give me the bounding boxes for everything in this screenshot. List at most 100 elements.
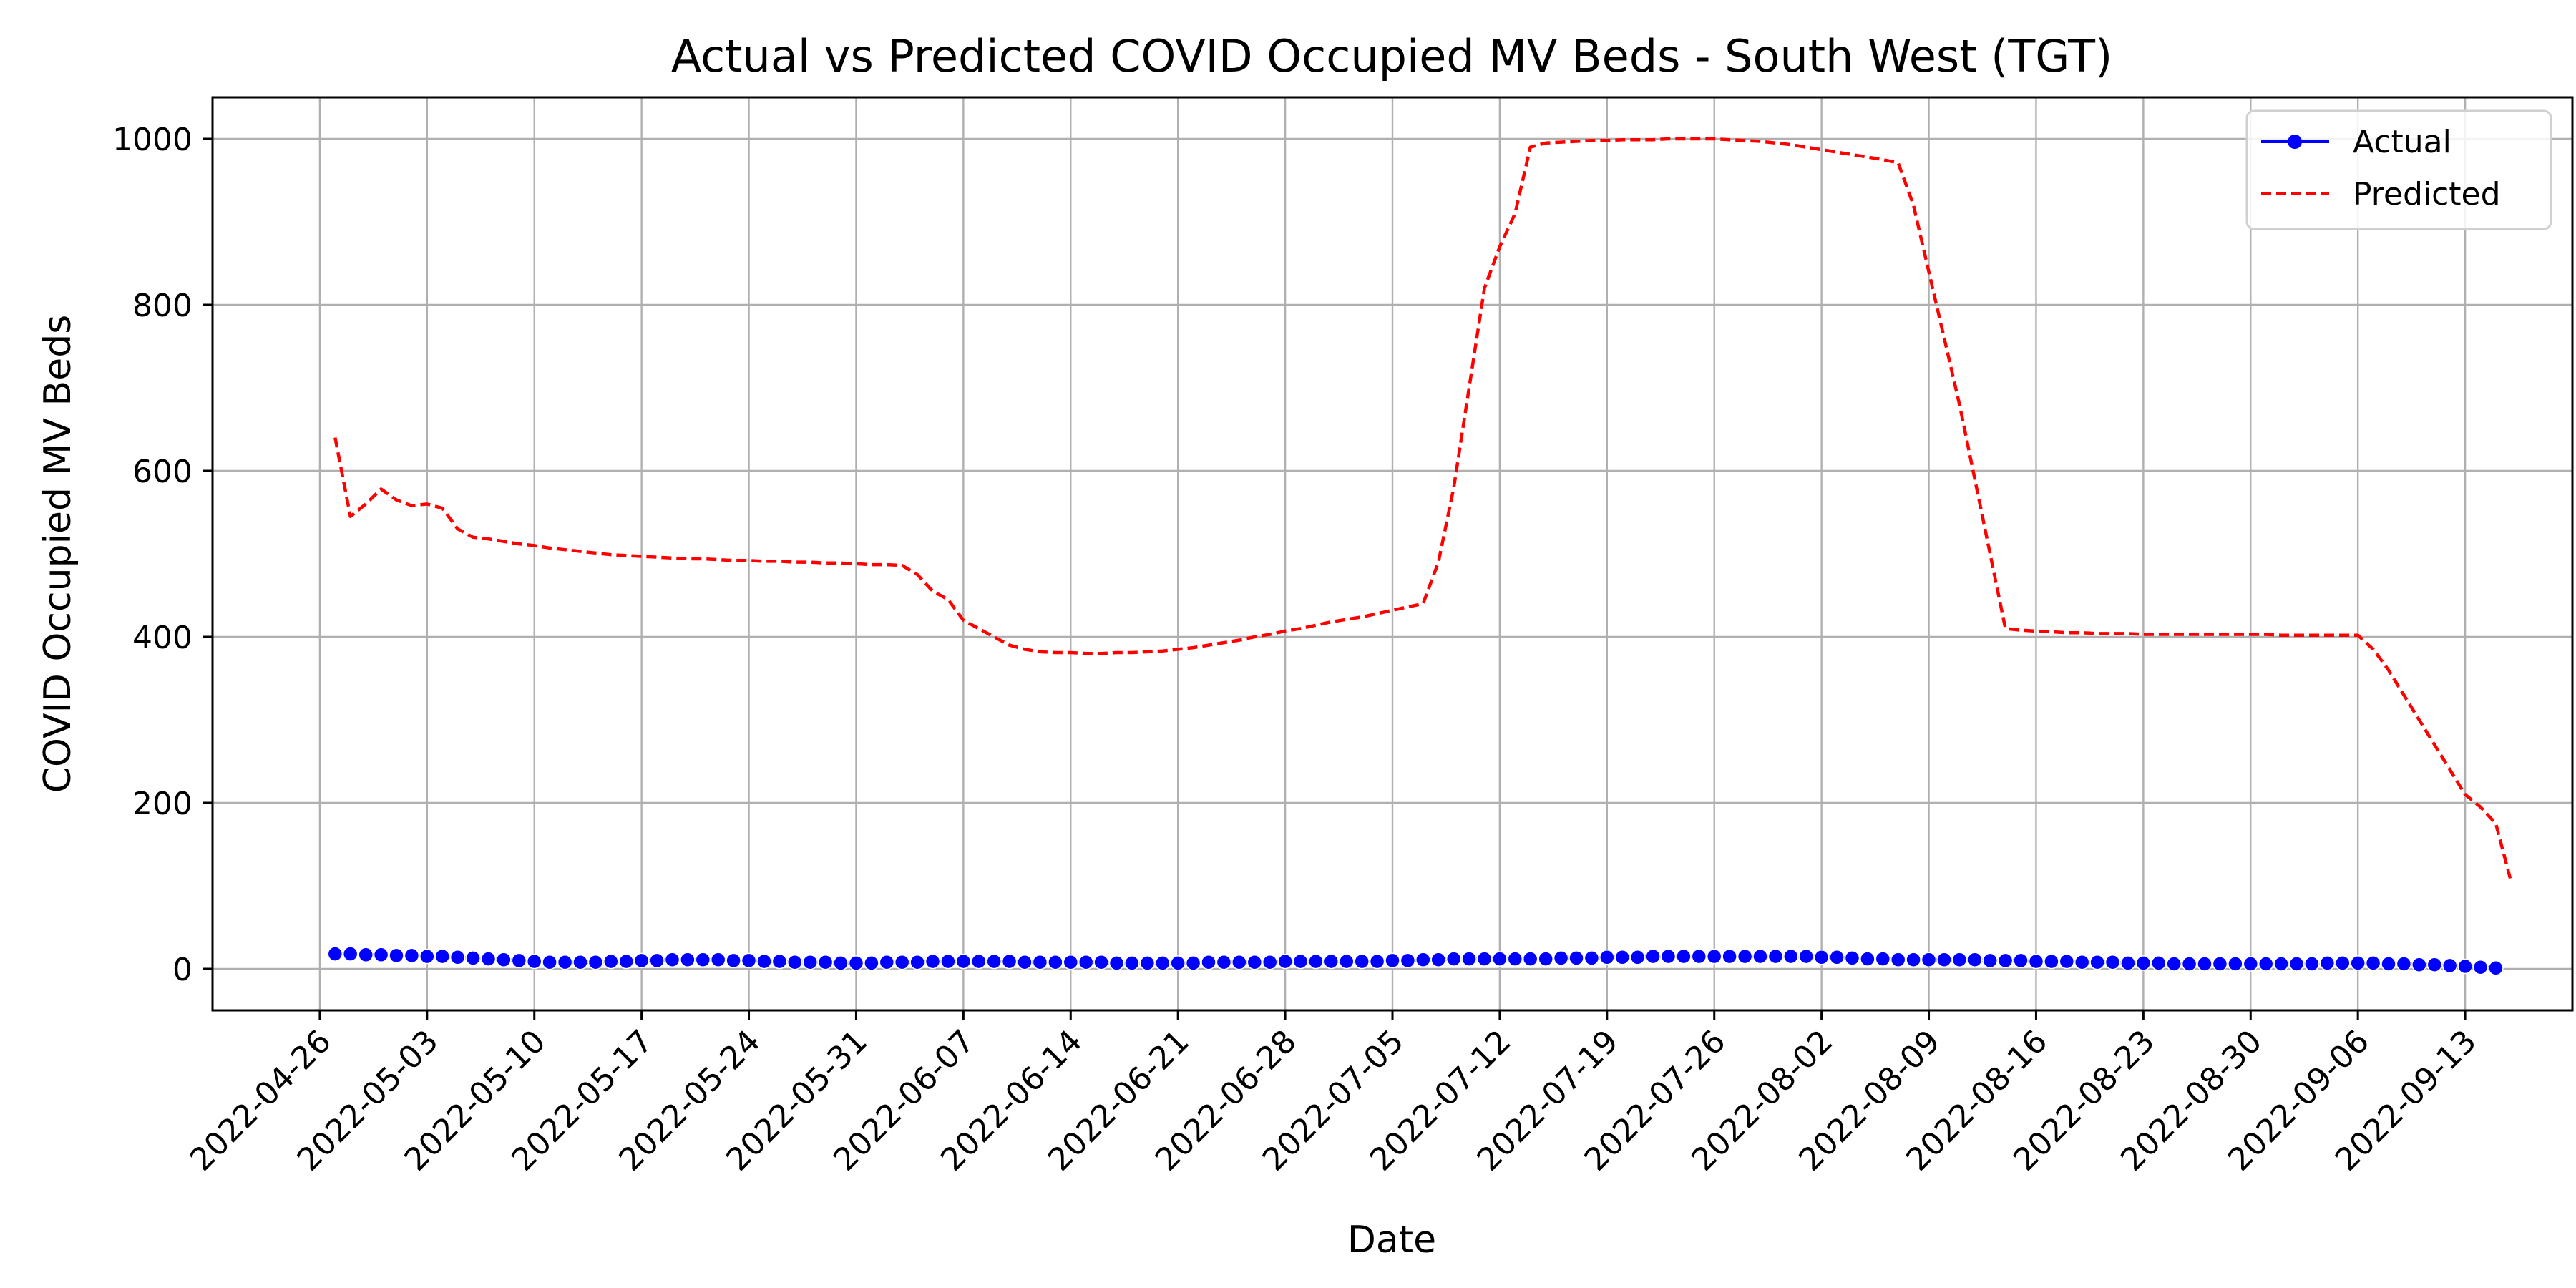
- actual-data-point: [909, 954, 925, 970]
- actual-data-point: [2488, 960, 2504, 976]
- actual-data-point: [1339, 953, 1355, 970]
- actual-data-point: [1048, 954, 1063, 970]
- actual-data-point: [2228, 956, 2243, 972]
- actual-data-point: [1369, 953, 1385, 970]
- actual-data-point: [419, 948, 435, 965]
- actual-data-point: [1415, 952, 1431, 967]
- actual-data-point: [1231, 954, 1247, 970]
- actual-data-point: [1951, 952, 1968, 967]
- actual-data-point: [542, 954, 557, 970]
- chart-title: Actual vs Predicted COVID Occupied MV Be…: [671, 30, 2112, 82]
- actual-data-point: [894, 954, 910, 970]
- actual-data-point: [1185, 955, 1201, 971]
- actual-data-point: [1124, 955, 1140, 971]
- actual-data-point: [1737, 948, 1753, 965]
- actual-data-point: [1492, 951, 1508, 967]
- actual-data-point: [2212, 956, 2228, 972]
- actual-data-point: [1614, 950, 1630, 965]
- actual-data-point: [2151, 955, 2167, 971]
- actual-data-point: [817, 954, 834, 970]
- actual-data-point: [1875, 951, 1891, 967]
- actual-data-point: [2426, 957, 2443, 972]
- legend-actual-marker: [2288, 135, 2302, 149]
- actual-data-point: [373, 947, 389, 963]
- actual-data-point: [1921, 952, 1937, 967]
- actual-data-point: [1568, 950, 1584, 966]
- actual-data-point: [404, 947, 420, 964]
- actual-data-point: [1522, 951, 1538, 967]
- y-axis-label: COVID Occupied MV Beds: [36, 315, 79, 794]
- actual-data-point: [833, 955, 849, 971]
- actual-data-point: [940, 953, 956, 970]
- actual-data-point: [879, 954, 895, 970]
- actual-data-point: [2335, 955, 2351, 971]
- actual-data-point: [1860, 951, 1875, 967]
- actual-data-point: [2457, 958, 2473, 975]
- actual-data-point: [1538, 951, 1553, 967]
- actual-data-point: [2304, 956, 2320, 972]
- actual-data-point: [2059, 953, 2075, 970]
- actual-data-point: [587, 954, 604, 970]
- actual-data-point: [480, 951, 497, 967]
- predicted-series-line: [333, 137, 2513, 882]
- actual-data-point: [1584, 950, 1600, 966]
- actual-data-point: [2441, 957, 2458, 974]
- actual-data-point: [465, 950, 481, 966]
- actual-data-point: [1890, 952, 1906, 967]
- legend: Actual Predicted: [2245, 109, 2552, 230]
- actual-data-point: [1982, 952, 1998, 969]
- actual-data-point: [1323, 953, 1340, 970]
- y-tick-label: 0: [172, 952, 192, 988]
- actual-data-point: [2411, 957, 2427, 972]
- actual-data-point: [1767, 948, 1784, 965]
- actual-data-point: [557, 954, 573, 970]
- actual-data-point: [1813, 950, 1830, 965]
- actual-data-point: [1017, 954, 1033, 970]
- actual-data-point: [971, 953, 987, 970]
- actual-data-point: [2197, 956, 2212, 972]
- actual-data-point: [2350, 955, 2366, 971]
- actual-data-point: [1001, 953, 1018, 970]
- actual-data-point: [710, 952, 726, 967]
- actual-data-point: [572, 954, 588, 970]
- y-tick-label: 800: [132, 288, 192, 324]
- actual-data-point: [2089, 954, 2105, 970]
- actual-data-point: [2166, 956, 2182, 972]
- actual-data-point: [1445, 951, 1462, 967]
- actual-data-point: [2258, 956, 2274, 972]
- actual-data-point: [1722, 948, 1737, 965]
- actual-data-point: [1139, 955, 1156, 971]
- actual-data-point: [1997, 952, 2014, 969]
- actual-data-point: [1645, 948, 1661, 965]
- y-axis: 0 200 400 600 800 1000: [112, 122, 213, 988]
- actual-data-point: [1476, 951, 1493, 967]
- actual-data-point: [2120, 955, 2136, 971]
- actual-data-point: [726, 952, 741, 969]
- y-tick-label: 200: [132, 786, 192, 822]
- actual-data-point: [2319, 955, 2336, 971]
- actual-data-point: [342, 946, 358, 962]
- actual-data-point: [2396, 956, 2412, 972]
- actual-data-point: [511, 952, 527, 969]
- actual-data-point: [1032, 954, 1048, 970]
- actual-data-point: [434, 948, 450, 965]
- actual-data-point: [1706, 948, 1722, 965]
- series-layer: [327, 137, 2513, 976]
- x-axis-label: Date: [1347, 1219, 1436, 1262]
- actual-data-point: [2365, 955, 2381, 971]
- actual-data-point: [449, 950, 466, 965]
- actual-data-point: [1108, 955, 1125, 971]
- actual-data-point: [2044, 953, 2059, 970]
- actual-data-point: [2243, 956, 2259, 972]
- actual-data-point: [1093, 954, 1109, 970]
- actual-data-point: [2472, 959, 2489, 975]
- actual-data-point: [1354, 953, 1370, 970]
- actual-data-point: [526, 953, 542, 970]
- actual-data-point: [986, 953, 1002, 970]
- actual-data-point: [2288, 956, 2305, 972]
- actual-data-point: [1676, 948, 1692, 965]
- actual-data-point: [1308, 953, 1324, 970]
- actual-data-point: [955, 953, 972, 970]
- actual-data-point: [2013, 952, 2029, 969]
